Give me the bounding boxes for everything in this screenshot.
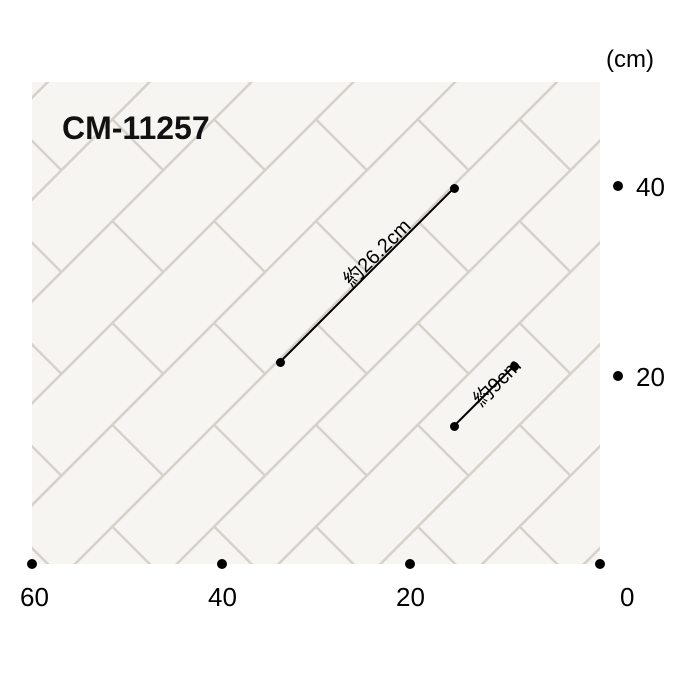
product-code: CM-11257 bbox=[62, 110, 210, 147]
x-tick-label: 60 bbox=[20, 582, 49, 613]
y-tick-dot bbox=[613, 371, 623, 381]
measure-long-endpoint bbox=[276, 358, 285, 367]
y-tick-label: 20 bbox=[636, 362, 665, 393]
measure-long-endpoint bbox=[450, 184, 459, 193]
x-tick-dot bbox=[27, 559, 37, 569]
x-tick-label: 40 bbox=[208, 582, 237, 613]
x-tick-dot bbox=[217, 559, 227, 569]
unit-label: (cm) bbox=[606, 46, 654, 74]
y-tick-dot bbox=[595, 559, 605, 569]
y-tick-label: 40 bbox=[636, 172, 665, 203]
measure-short-endpoint bbox=[450, 422, 459, 431]
y-tick-dot bbox=[613, 181, 623, 191]
x-tick-dot bbox=[405, 559, 415, 569]
y-tick-label: 0 bbox=[620, 582, 634, 613]
x-tick-label: 20 bbox=[396, 582, 425, 613]
